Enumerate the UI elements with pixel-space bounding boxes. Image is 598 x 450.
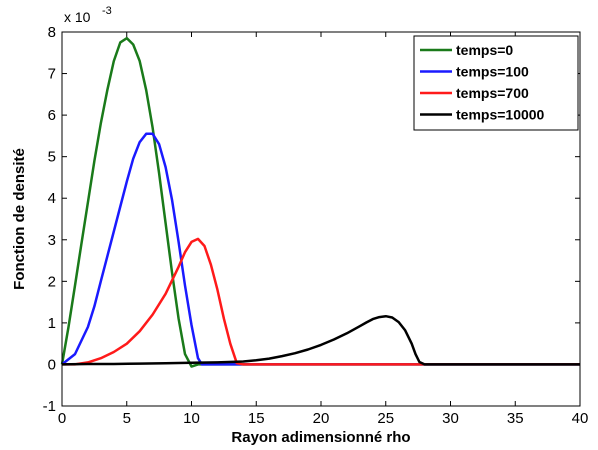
x-tick-label: 40: [572, 410, 589, 427]
x-axis-title: Rayon adimensionné rho: [231, 429, 410, 446]
x-tick-label: 30: [442, 410, 459, 427]
x-tick-label: 0: [58, 410, 66, 427]
y-tick-label: 1: [48, 315, 56, 332]
x-tick-label: 25: [377, 410, 394, 427]
y-tick-label: -1: [43, 398, 56, 415]
legend-label: temps=100: [456, 64, 529, 80]
legend-label: temps=10000: [456, 107, 545, 123]
y-scale-power: -3: [102, 5, 112, 17]
legend-label: temps=0: [456, 42, 513, 58]
y-axis-title: Fonction de densité: [11, 148, 28, 290]
y-tick-label: 3: [48, 232, 56, 249]
x-tick-label: 5: [123, 410, 131, 427]
x-tick-label: 15: [248, 410, 265, 427]
x-tick-label: 35: [507, 410, 524, 427]
x-axis-ticks: 0 5 10 15 20 25 30 35 40: [58, 32, 589, 427]
series-line-3: [62, 237, 580, 366]
legend: temps=0 temps=100 temps=700 temps=10000: [413, 35, 579, 131]
y-tick-label: 2: [48, 273, 56, 290]
series-line-2: [61, 132, 580, 366]
y-tick-label: 0: [48, 356, 56, 373]
series-line-4: [61, 314, 580, 366]
y-scale-base: x 10: [64, 9, 91, 25]
series-line-1: [60, 36, 580, 368]
y-scale-exponent: x 10 -3: [64, 5, 112, 25]
x-tick-label: 20: [313, 410, 330, 427]
y-axis-ticks: -1 0 1 2 3 4 5 6 7 8: [43, 24, 580, 415]
y-tick-label: 8: [48, 24, 56, 41]
y-tick-label: 6: [48, 107, 56, 124]
plot-lines: [60, 36, 580, 368]
y-tick-label: 4: [48, 190, 56, 207]
legend-label: temps=700: [456, 85, 529, 101]
x-tick-label: 10: [183, 410, 200, 427]
y-tick-label: 7: [48, 66, 56, 83]
y-tick-label: 5: [48, 149, 56, 166]
